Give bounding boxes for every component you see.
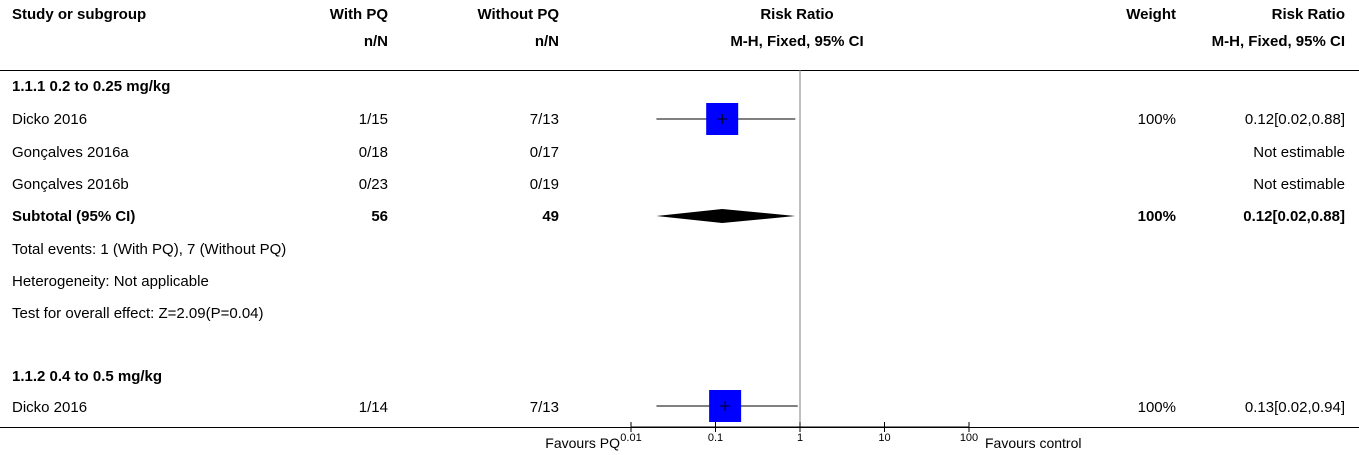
subtotal-with: 56	[371, 208, 388, 225]
subtotal-label: Subtotal (95% CI)	[12, 208, 136, 225]
overall-effect-note: Test for overall effect: Z=2.09(P=0.04)	[12, 305, 264, 322]
group-title-1: 1.1.1 0.2 to 0.25 mg/kg	[12, 78, 171, 95]
header-with-pq: With PQ	[329, 6, 388, 23]
x-tick-label: 1	[797, 432, 803, 444]
header-divider	[0, 70, 1359, 71]
header-method-right: M-H, Fixed, 95% CI	[1211, 33, 1345, 50]
events-without: 7/13	[529, 111, 559, 128]
study-weight: 100%	[1137, 111, 1176, 128]
study-name: Gonçalves 2016a	[12, 144, 129, 161]
favours-control-label: Favours control	[985, 435, 1082, 451]
header-nN-with: n/N	[363, 33, 388, 50]
group-title-2: 1.1.2 0.4 to 0.5 mg/kg	[12, 368, 163, 385]
header-method: M-H, Fixed, 95% CI	[730, 33, 864, 50]
events-with: 0/18	[358, 144, 388, 161]
header-study: Study or subgroup	[12, 6, 147, 23]
header-risk-ratio-right: Risk Ratio	[1271, 6, 1345, 23]
heterogeneity-note: Heterogeneity: Not applicable	[12, 273, 209, 290]
events-with: 1/14	[358, 399, 388, 416]
x-tick-label: 100	[960, 432, 978, 444]
x-tick-label: 0.01	[620, 432, 641, 444]
events-without: 7/13	[529, 399, 559, 416]
subtotal-without: 49	[542, 208, 559, 225]
x-tick-label: 10	[878, 432, 890, 444]
study-name: Gonçalves 2016b	[12, 176, 129, 193]
header-without-pq: Without PQ	[477, 6, 559, 23]
subtotal-diamond	[656, 209, 796, 223]
study-weight: 100%	[1137, 399, 1176, 416]
events-with: 1/15	[358, 111, 388, 128]
subtotal-weight: 100%	[1137, 208, 1176, 225]
study-name: Dicko 2016	[12, 111, 88, 128]
study-ci: Not estimable	[1253, 176, 1345, 193]
header-nN-without: n/N	[534, 33, 559, 50]
events-without: 0/19	[529, 176, 559, 193]
study-ci: 0.12[0.02,0.88]	[1244, 111, 1345, 128]
study-ci: 0.13[0.02,0.94]	[1244, 399, 1345, 416]
header-risk-ratio: Risk Ratio	[760, 6, 834, 23]
study-name: Dicko 2016	[12, 399, 88, 416]
header-weight: Weight	[1126, 6, 1176, 23]
x-tick-label: 0.1	[708, 432, 723, 444]
events-without: 0/17	[529, 144, 559, 161]
favours-pq-label: Favours PQ	[545, 435, 620, 451]
subtotal-ci: 0.12[0.02,0.88]	[1243, 208, 1345, 225]
total-events-note: Total events: 1 (With PQ), 7 (Without PQ…	[12, 241, 287, 258]
study-ci: Not estimable	[1253, 144, 1345, 161]
events-with: 0/23	[358, 176, 388, 193]
